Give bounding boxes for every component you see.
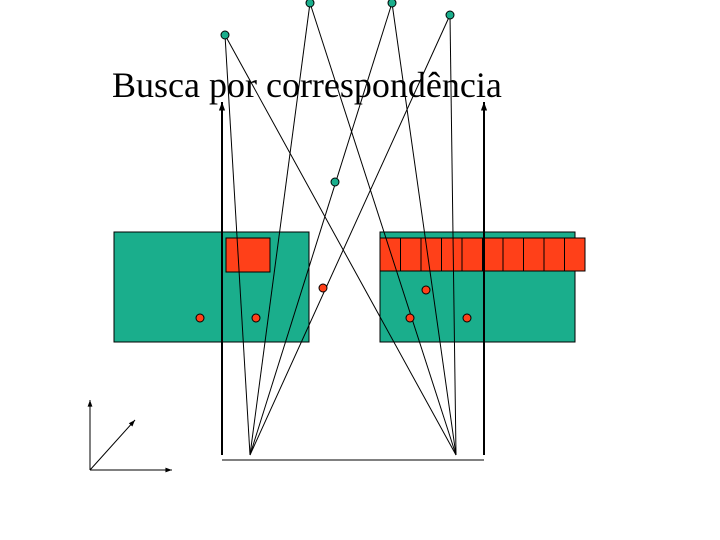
point-1 [221,31,229,39]
point-11 [463,314,471,322]
point-8 [196,314,204,322]
axis-y [88,400,93,470]
point-3 [388,0,396,7]
page-title: Busca por correspondência [112,64,502,106]
point-7 [422,286,430,294]
axis-z [90,420,135,470]
image-panel-1 [114,232,309,342]
axis-x [90,468,172,473]
point-4 [446,11,454,19]
point-10 [406,314,414,322]
search-block-1 [226,238,270,272]
point-9 [252,314,260,322]
point-5 [331,178,339,186]
diagram-canvas: Busca por correspondência [0,0,720,540]
search-block-2 [380,238,585,271]
point-2 [306,0,314,7]
point-6 [319,284,327,292]
